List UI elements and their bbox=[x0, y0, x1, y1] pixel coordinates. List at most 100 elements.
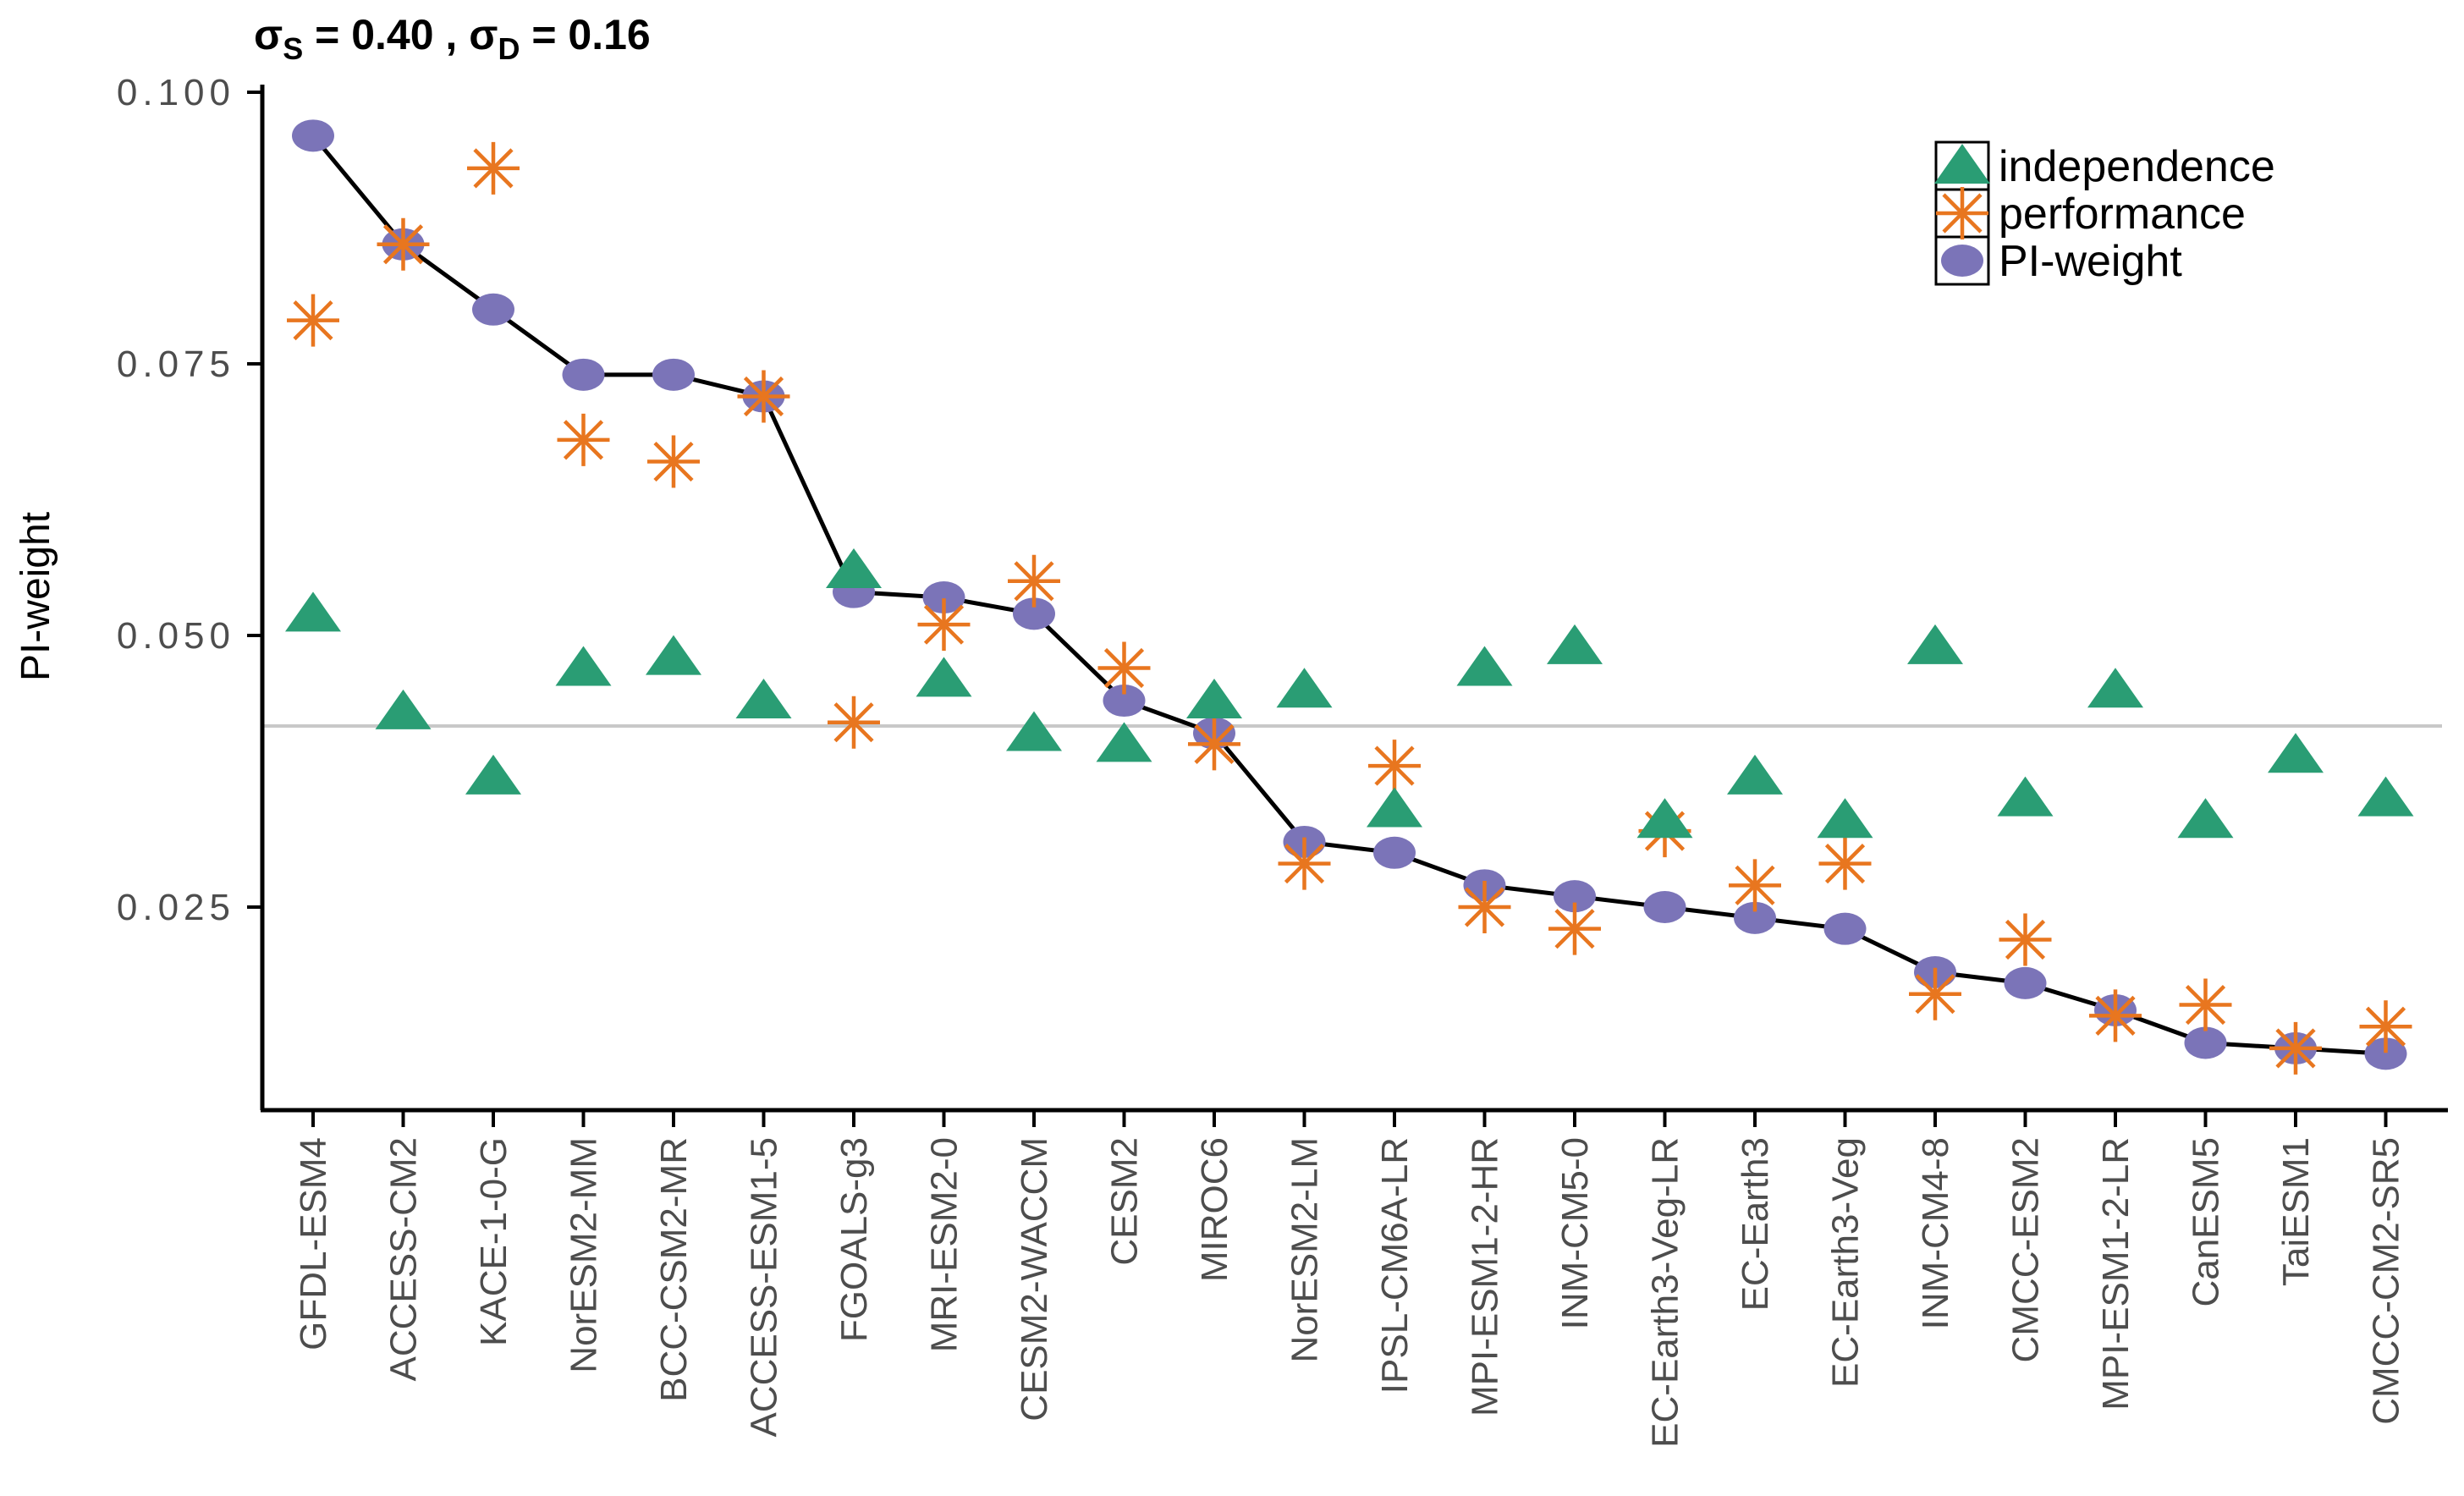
asterisk-marker bbox=[2269, 1021, 2322, 1075]
circle-marker bbox=[1013, 597, 1055, 630]
triangle-marker bbox=[285, 591, 341, 632]
triangle-marker bbox=[555, 646, 612, 686]
circle-marker bbox=[1373, 836, 1416, 869]
triangle-marker bbox=[1636, 798, 1693, 839]
triangle-marker bbox=[1817, 798, 1873, 839]
y-tick-label: 0.075 bbox=[117, 344, 235, 385]
x-axis-label: ACCESS-ESM1-5 bbox=[744, 1137, 785, 1438]
triangle-marker bbox=[826, 547, 882, 588]
triangle-marker bbox=[465, 754, 521, 795]
triangle-marker bbox=[375, 689, 432, 729]
circle-marker bbox=[2364, 1037, 2407, 1070]
y-tick-label: 0.050 bbox=[117, 615, 235, 657]
triangle-marker bbox=[2177, 798, 2234, 839]
x-axis-label: ACCESS-CM2 bbox=[383, 1137, 425, 1382]
legend: independence performance PI-weight bbox=[1934, 140, 2275, 286]
asterisk-marker bbox=[1188, 718, 1240, 771]
asterisk-marker bbox=[1729, 859, 1781, 912]
x-axis-label: GFDL-ESM4 bbox=[293, 1137, 334, 1350]
triangle-marker bbox=[1096, 722, 1152, 762]
x-axis-label: MPI-ESM1-2-LR bbox=[2095, 1137, 2137, 1411]
asterisk-marker bbox=[737, 370, 790, 423]
asterisk-marker bbox=[2359, 1000, 2412, 1053]
x-axis-label: INM-CM4-8 bbox=[1915, 1137, 1956, 1329]
x-axis-label: MIROC6 bbox=[1194, 1137, 1235, 1282]
triangle-marker bbox=[2087, 668, 2143, 708]
circle-marker bbox=[1643, 891, 1686, 923]
x-axis-label: BCC-CSM2-MR bbox=[653, 1137, 695, 1402]
chart-title: σS = 0.40 , σD = 0.16 bbox=[254, 11, 651, 66]
legend-markers bbox=[1934, 144, 1990, 277]
x-axis-label: FGOALS-g3 bbox=[833, 1137, 875, 1342]
legend-asterisk-marker bbox=[1936, 187, 1988, 239]
x-axis-label: IPSL-CM6A-LR bbox=[1374, 1137, 1416, 1394]
circle-marker bbox=[562, 358, 605, 391]
x-axis-label: CanESM5 bbox=[2186, 1137, 2227, 1307]
x-axis-label: EC-Earth3-Veg bbox=[1825, 1137, 1867, 1388]
x-axis-label: CESM2 bbox=[1104, 1137, 1146, 1266]
circle-marker bbox=[472, 293, 514, 326]
triangle-marker bbox=[1997, 776, 2054, 817]
asterisk-marker bbox=[1818, 837, 1872, 890]
x-axis-label: KACE-1-0-G bbox=[473, 1137, 514, 1346]
triangle-marker bbox=[1456, 646, 1513, 686]
asterisk-marker bbox=[287, 294, 339, 347]
asterisk-marker bbox=[917, 598, 971, 652]
triangle-marker bbox=[1907, 624, 1963, 664]
asterisk-marker bbox=[1548, 902, 1601, 955]
x-axis-label: MPI-ESM1-2-HR bbox=[1465, 1137, 1506, 1416]
x-axis-label: CMCC-CM2-SR5 bbox=[2366, 1137, 2407, 1425]
x-axis-label: CESM2-WACCM bbox=[1014, 1137, 1055, 1422]
legend-label-pi-weight: PI-weight bbox=[1999, 237, 2182, 286]
triangle-marker bbox=[735, 679, 792, 719]
circle-marker bbox=[2004, 966, 2047, 999]
legend-triangle-marker bbox=[1934, 144, 1990, 184]
triangle-marker bbox=[1006, 711, 1062, 751]
x-axis-label: NorESM2-MM bbox=[564, 1137, 605, 1373]
circle-marker bbox=[1734, 901, 1776, 934]
plot-area: 0.025 0.050 0.075 0.100 GFDL-ESM4 ACCESS-CM2 K… bbox=[117, 72, 2448, 1448]
x-axis-label: CMCC-ESM2 bbox=[2005, 1137, 2047, 1362]
legend-label-independence: independence bbox=[1999, 142, 2275, 191]
triangle-marker bbox=[2268, 733, 2324, 773]
circle-marker bbox=[922, 581, 965, 614]
x-axis-label: MRI-ESM2-0 bbox=[924, 1137, 965, 1352]
asterisk-marker bbox=[828, 696, 880, 749]
asterisk-marker bbox=[2179, 978, 2232, 1031]
series-performance bbox=[287, 141, 2412, 1075]
triangle-marker bbox=[1276, 668, 1333, 708]
x-axis-label: INM-CM5-0 bbox=[1554, 1137, 1596, 1329]
legend-circle-marker bbox=[1941, 245, 1983, 277]
asterisk-marker bbox=[1368, 740, 1421, 793]
y-tick-label: 0.025 bbox=[117, 887, 235, 928]
x-axis-label: NorESM2-LM bbox=[1284, 1137, 1326, 1363]
asterisk-marker bbox=[2089, 989, 2142, 1042]
y-tick-label: 0.100 bbox=[117, 72, 235, 113]
asterisk-marker bbox=[1097, 641, 1151, 695]
asterisk-marker bbox=[377, 217, 430, 271]
triangle-marker bbox=[2357, 776, 2414, 817]
asterisk-marker bbox=[1909, 967, 1961, 1020]
asterisk-marker bbox=[467, 141, 520, 195]
y-axis-title: PI-weight bbox=[14, 512, 58, 681]
x-axis-label: EC-Earth3 bbox=[1735, 1137, 1776, 1311]
circle-marker bbox=[292, 119, 334, 152]
x-axis-label: TaiESM1 bbox=[2275, 1137, 2317, 1286]
triangle-marker bbox=[916, 657, 972, 697]
legend-label-performance: performance bbox=[1999, 190, 2246, 239]
triangle-marker bbox=[1547, 624, 1603, 664]
circle-marker bbox=[1554, 880, 1596, 913]
circle-marker bbox=[2184, 1026, 2227, 1059]
circle-marker bbox=[652, 358, 695, 391]
asterisk-marker bbox=[557, 413, 610, 466]
asterisk-marker bbox=[647, 435, 700, 488]
asterisk-marker bbox=[1008, 554, 1060, 608]
triangle-marker bbox=[1727, 754, 1783, 795]
triangle-marker bbox=[1186, 679, 1242, 719]
triangle-marker bbox=[1367, 787, 1422, 828]
series-independence bbox=[285, 547, 2414, 839]
asterisk-marker bbox=[1458, 881, 1511, 933]
circle-marker bbox=[1823, 912, 1867, 945]
